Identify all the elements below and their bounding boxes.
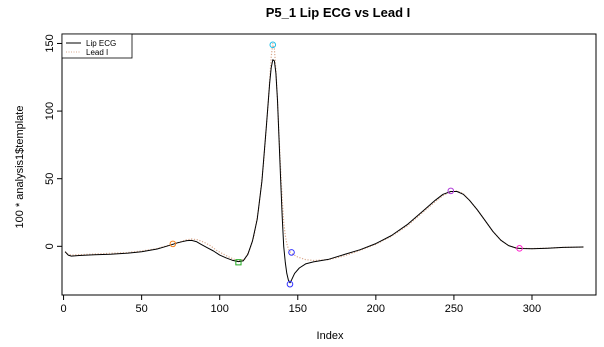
legend-label-lead-i: Lead I (86, 48, 108, 57)
x-tick-label: 300 (523, 303, 541, 315)
marker-r (269, 41, 277, 49)
marker-u (516, 245, 523, 252)
x-tick-label: 200 (367, 303, 385, 315)
marker-s (286, 280, 294, 288)
series-line-lip-ecg (64, 59, 584, 284)
x-tick-label: 50 (136, 303, 148, 315)
legend: Lip ECG Lead I (61, 33, 133, 59)
y-tick-label: 50 (44, 173, 56, 185)
x-tick-label: 250 (445, 303, 463, 315)
x-axis: 0 50 100 150 200 250 300 (60, 294, 541, 315)
y-tick-label: 0 (44, 243, 56, 249)
marker-p (169, 240, 177, 248)
marker-layer (169, 41, 523, 288)
legend-box (61, 33, 133, 59)
legend-label-lip-ecg: Lip ECG (86, 39, 116, 48)
marker-s (288, 249, 295, 256)
x-axis-label: Index (317, 330, 344, 342)
x-tick-label: 100 (211, 303, 229, 315)
y-tick-label: 150 (44, 34, 56, 52)
x-tick-label: 150 (289, 303, 307, 315)
series-line-lead-i (64, 42, 584, 262)
marker-t (447, 187, 455, 195)
plot-frame (61, 33, 597, 296)
plot-area (61, 33, 597, 296)
chart-title: P5_1 Lip ECG vs Lead I (266, 5, 411, 20)
y-axis-label: 100 * analysis1$template (14, 106, 26, 229)
x-tick-label: 0 (60, 303, 66, 315)
y-tick-label: 100 (44, 102, 56, 120)
y-axis: 0 50 100 150 (44, 34, 63, 249)
series-layer (64, 42, 584, 284)
marker-q (235, 259, 242, 266)
